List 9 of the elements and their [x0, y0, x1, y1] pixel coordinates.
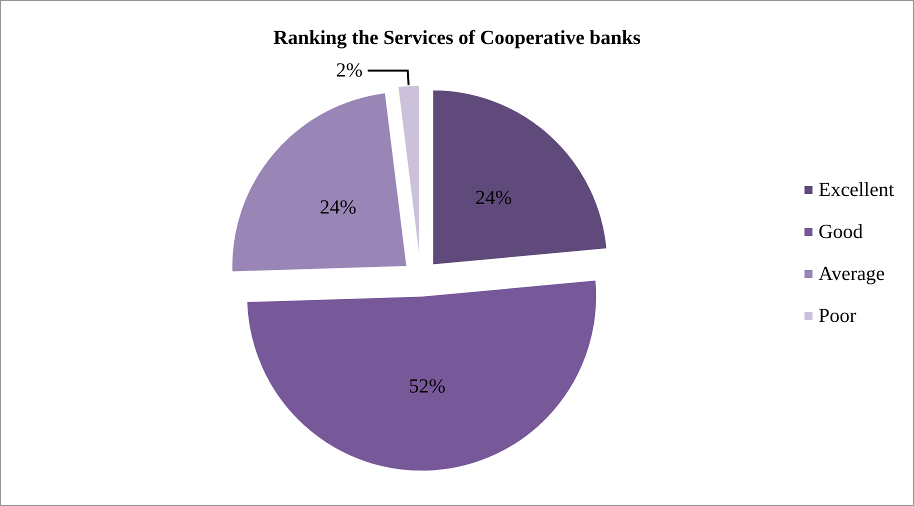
data-label: 2%: [336, 60, 363, 82]
data-label: 24%: [475, 187, 512, 210]
legend-label: Average: [818, 263, 885, 285]
legend-label: Excellent: [818, 179, 894, 201]
data-label: 52%: [408, 375, 446, 398]
legend-label: Good: [818, 221, 863, 243]
data-label: 24%: [320, 196, 356, 219]
chart-title: Ranking the Services of Cooperative banks: [273, 27, 641, 49]
legend-label: Poor: [818, 305, 857, 327]
